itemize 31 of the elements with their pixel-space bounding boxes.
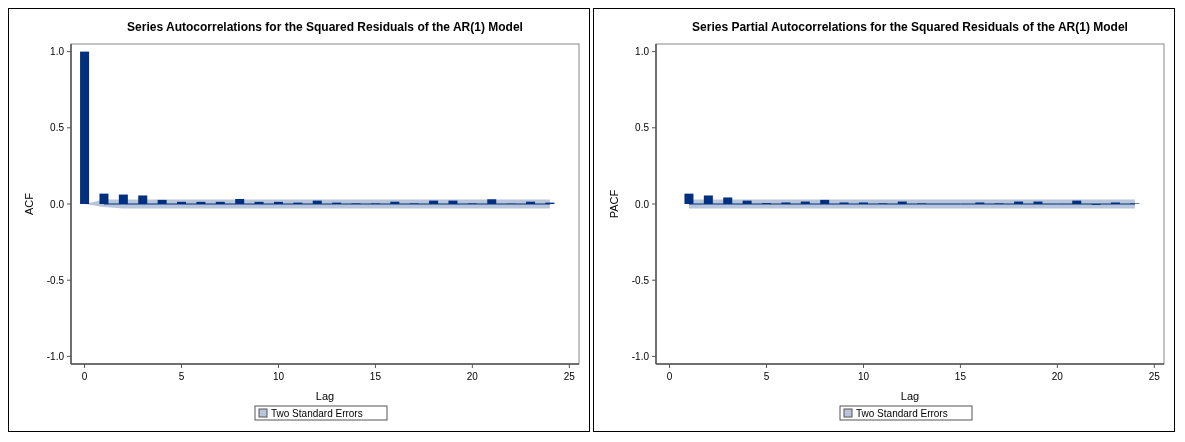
x-tick-label: 20 [1051, 371, 1064, 382]
x-tick-label: 25 [563, 371, 576, 382]
y-axis-title: ACF [23, 192, 35, 215]
y-tick-label: 1.0 [50, 46, 65, 58]
y-axis-title: PACF [608, 189, 620, 219]
chart-title: Series Autocorrelations for the Squared Residuals of the AR(1) Model [127, 20, 523, 34]
x-tick-label: 5 [178, 371, 185, 382]
x-tick-label: 25 [1148, 371, 1161, 382]
x-tick-label: 5 [763, 371, 770, 382]
y-tick-label: 1.0 [635, 46, 650, 58]
x-axis-title: Lag [900, 390, 920, 402]
x-tick-label: 20 [466, 371, 479, 382]
y-tick-label: 0.5 [635, 122, 650, 134]
y-tick-label: -0.5 [46, 274, 65, 286]
text: Two Standard Errors [271, 408, 363, 419]
y-tick-label: -0.5 [631, 274, 650, 286]
text: Two Standard Errors [856, 408, 948, 419]
y-tick-label: -1.0 [631, 350, 650, 362]
y-tick-label: 0.0 [50, 198, 65, 210]
bar [80, 51, 90, 204]
x-tick-label: 10 [272, 371, 285, 382]
x-tick-label: 15 [954, 371, 967, 382]
x-tick-label: 15 [369, 371, 382, 382]
x-tick-label: 0 [666, 371, 673, 382]
y-tick-label: 0.5 [50, 122, 65, 134]
y-tick-label: -1.0 [46, 350, 65, 362]
x-tick-label: 10 [857, 371, 870, 382]
x-axis-title: Lag [315, 390, 335, 402]
y-tick-label: 0.0 [635, 198, 650, 210]
chart-title: Series Partial Autocorrelations for the Squared Residuals of the AR(1) Model [692, 20, 1128, 34]
x-tick-label: 0 [81, 371, 88, 382]
